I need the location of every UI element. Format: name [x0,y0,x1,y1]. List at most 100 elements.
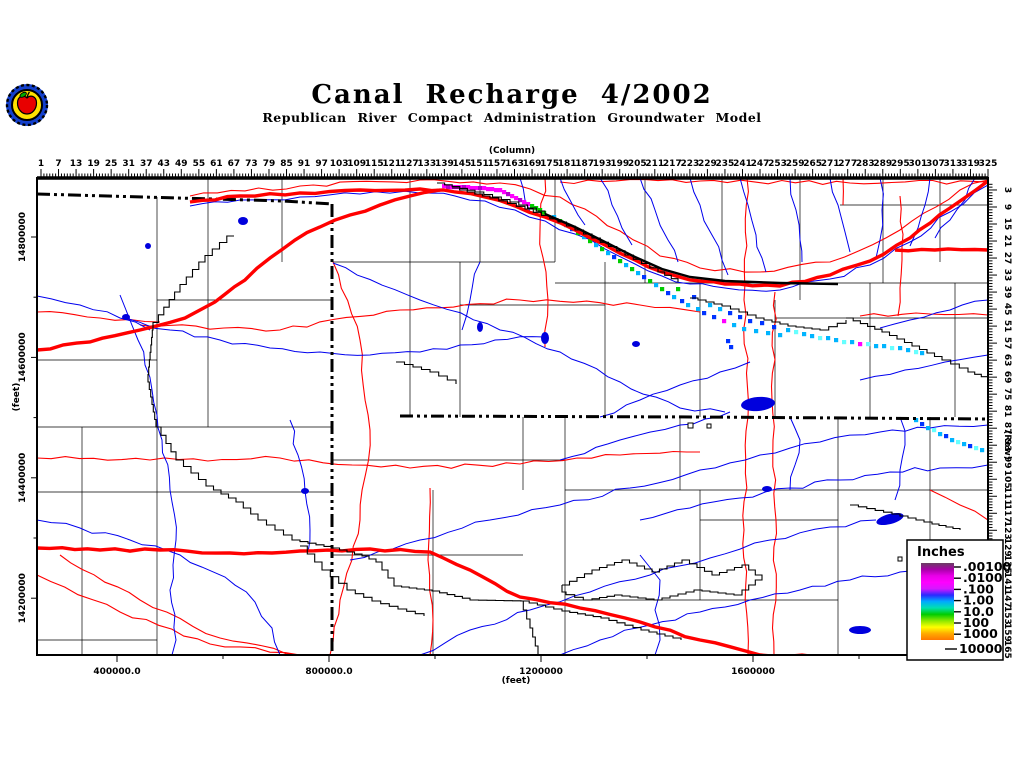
axis-tick-label: 145 [452,159,471,169]
road [427,487,434,655]
axis-tick-label: 63 [1002,354,1012,367]
recharge-cell [914,418,919,423]
recharge-cell [732,323,737,328]
road [139,298,701,332]
road [897,195,904,317]
axis-tick-label: 61 [210,159,223,169]
axis-tick-label: 103 [330,159,349,169]
axis-tick-label: 165 [1002,640,1012,659]
stream [119,294,177,655]
axis-tick-label: 129 [1002,538,1012,557]
axis-tick-label: 153 [1002,606,1012,625]
legend-entry-label: .0100 [963,570,1003,585]
stream [332,262,726,413]
highway [189,179,988,288]
recharge-cell [882,344,887,349]
recharge-cell [478,186,483,191]
town-markers-layer [687,422,903,562]
axis-tick-label: 141 [1002,572,1012,591]
recharge-cell [968,444,973,449]
recharge-cell [772,325,777,330]
axis-tick-label: 115 [365,159,384,169]
recharge-cell [666,291,671,296]
stream [559,178,586,226]
highway [37,545,880,655]
axis-tick-label: 25 [105,159,118,169]
recharge-cell [956,440,961,445]
state-border-layer [37,192,988,655]
axis-tick-label: 400000.0 [93,667,140,677]
road [859,312,988,317]
recharge-cell [642,275,647,280]
recharge-cell [618,259,623,264]
recharge-cell [612,255,617,260]
recharge-cell [944,434,949,439]
road [59,554,301,655]
axis-tick-label: 69 [1002,371,1012,384]
axis-tick-label: 13 [70,159,83,169]
recharge-cell [648,279,653,284]
axis-tick-label: 289 [873,159,892,169]
axis-tick-label: 229 [698,159,717,169]
axis-tick-label: 73 [245,159,258,169]
stream [189,184,988,292]
axis-tick-label: 217 [663,159,682,169]
axis-tick-label: 19 [87,159,100,169]
stream [37,519,281,655]
stream [599,178,633,246]
recharge-cell [874,344,879,349]
recharge-cell [826,336,831,341]
axis-tick-label: 135 [1002,555,1012,574]
axis-tick-label: 93 [1002,439,1012,452]
river-channel-layer [544,212,839,286]
axis-tick-label: 157 [488,159,507,169]
model-boundary [850,504,961,530]
stream [599,361,751,418]
axis-tick-label: 14200000 [18,573,28,623]
lake [122,314,130,320]
recharge-cell [926,426,931,431]
stream [739,178,767,273]
axes-layer: 1 7 13 19 25 31 37 43 49 55 61 67 73 79 85 91 97 10310911… [12,146,1012,686]
recharge-cell [718,307,723,312]
axis-tick-label: 223 [680,159,699,169]
lake [741,396,775,412]
stream [859,354,988,381]
axis-tick-label: 111 [1002,487,1012,506]
recharge-cell [760,321,765,326]
recharge-cell [810,334,815,339]
streams-layer [37,178,988,655]
model-boundary [396,361,457,384]
recharge-cell [518,198,523,203]
recharge-cell [866,342,871,347]
lake [876,512,904,526]
axis-tick-label: 9 [1002,204,1012,210]
recharge-cell [498,188,503,193]
axis-tick-label: 55 [193,159,206,169]
lake [632,341,640,347]
stream [639,464,988,521]
recharge-cell [914,350,919,355]
town-marker [897,556,903,562]
stream [419,519,877,655]
stream [349,424,988,561]
recharge-cell [676,287,681,292]
axis-tick-label: 800000.0 [305,667,352,677]
axis-tick-label: 319 [961,159,980,169]
recharge-cell [506,192,511,197]
axis-tick-label: 27 [1002,252,1012,265]
axis-tick-label: 271 [821,159,840,169]
road [770,291,778,655]
recharge-cell [858,342,863,347]
stream [829,178,851,253]
axis-tick-label: 79 [263,159,276,169]
lake [477,322,483,332]
axis-tick-label: 21 [1002,235,1012,248]
axis-tick-label: 133 [417,159,436,169]
stream [639,178,679,263]
recharge-cell [462,185,467,190]
axis-tick-label: (Row) [1002,430,1012,460]
axis-tick-label: 259 [786,159,805,169]
